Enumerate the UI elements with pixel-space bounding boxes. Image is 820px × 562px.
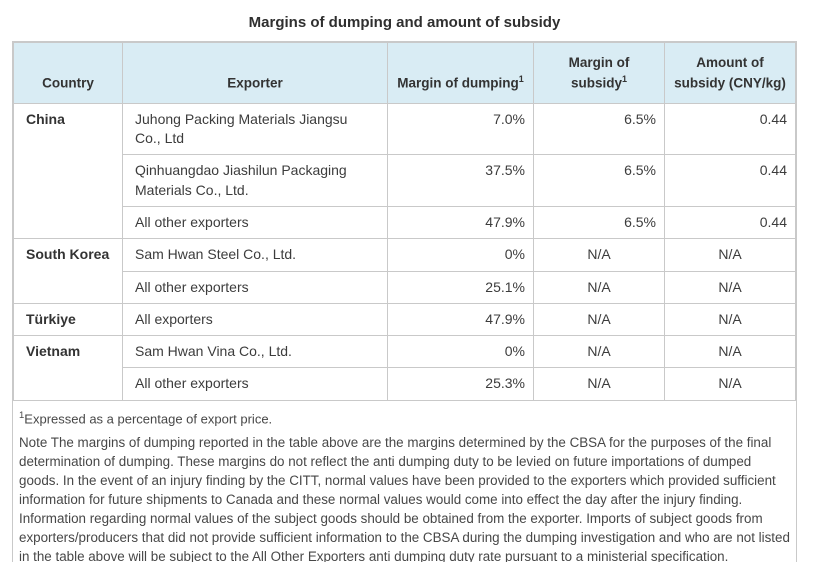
dumping-subsidy-table: Country Exporter Margin of dumping1 Marg… xyxy=(13,42,796,401)
margin-subsidy-cell: N/A xyxy=(533,367,665,401)
table-container: Country Exporter Margin of dumping1 Marg… xyxy=(12,41,797,562)
table-row: All other exporters 25.3% N/A N/A xyxy=(14,367,796,401)
exporter-cell: All other exporters xyxy=(122,205,388,240)
footnote-text: Expressed as a percentage of export pric… xyxy=(24,411,273,427)
amount-subsidy-cell: 0.44 xyxy=(664,205,796,240)
country-cell: Türkiye xyxy=(13,302,123,337)
amount-subsidy-cell: N/A xyxy=(664,367,796,401)
table-row: China Juhong Packing Materials Jiangsu Co… xyxy=(13,102,796,240)
amount-subsidy-cell: N/A xyxy=(664,302,796,337)
column-header-margin-subsidy: Margin of subsidy1 xyxy=(533,42,665,104)
column-header-country: Country xyxy=(13,42,123,104)
table-row: Vietnam Sam Hwan Vina Co., Ltd. 0% N/A N/A xyxy=(13,335,796,401)
exporter-cell: All other exporters xyxy=(122,367,388,401)
margin-dumping-cell: 25.3% xyxy=(387,367,534,401)
amount-subsidy-cell: 0.44 xyxy=(664,154,796,207)
table-row: All other exporters 25.1% N/A N/A xyxy=(14,270,796,304)
margin-dumping-cell: 0% xyxy=(387,238,534,272)
margin-dumping-cell: 37.5% xyxy=(387,154,534,207)
table-title: Margins of dumping and amount of subsidy xyxy=(248,14,561,31)
table-row: South Korea Sam Hwan Steel Co., Ltd. 0% N/A… xyxy=(13,238,796,304)
margin-dumping-cell: 47.9% xyxy=(387,302,534,337)
exporter-cell: All exporters xyxy=(122,302,388,337)
country-cell: China xyxy=(13,102,123,240)
table-row: All other exporters 47.9% 6.5% 0.44 xyxy=(14,205,796,240)
exporter-cell: Sam Hwan Vina Co., Ltd. xyxy=(122,335,388,369)
margin-subsidy-cell: 6.5% xyxy=(533,102,665,156)
amount-subsidy-cell: N/A xyxy=(664,238,796,272)
margin-dumping-cell: 25.1% xyxy=(387,270,534,304)
column-header-exporter: Exporter xyxy=(122,42,388,104)
footnote-marker: 1 xyxy=(19,409,25,421)
exporter-cell: Juhong Packing Materials Jiangsu Co., Lt… xyxy=(122,102,388,156)
amount-subsidy-cell: 0.44 xyxy=(664,102,796,156)
exporter-cell: Qinhuangdao Jiashilun Packaging Material… xyxy=(122,154,388,207)
column-header-amount-subsidy: Amount of subsidy (CNY/kg) xyxy=(664,42,796,104)
country-cell: South Korea xyxy=(13,238,123,304)
exporter-cell: Sam Hwan Steel Co., Ltd. xyxy=(122,238,388,272)
header-row: Country Exporter Margin of dumping1 Marg… xyxy=(13,42,796,104)
margin-subsidy-cell: 6.5% xyxy=(533,154,665,207)
margin-subsidy-cell: N/A xyxy=(533,238,665,272)
margin-subsidy-cell: N/A xyxy=(533,270,665,304)
country-cell: Vietnam xyxy=(13,335,123,401)
margin-subsidy-cell: N/A xyxy=(533,335,665,369)
table-body: China Juhong Packing Materials Jiangsu Co… xyxy=(13,102,796,401)
margin-dumping-cell: 47.9% xyxy=(387,205,534,240)
amount-subsidy-cell: N/A xyxy=(664,270,796,304)
table-row: Türkiye All exporters 47.9% N/A N/A xyxy=(13,302,796,337)
margin-subsidy-cell: N/A xyxy=(533,302,665,337)
exporter-cell: All other exporters xyxy=(122,270,388,304)
column-header-margin-dumping: Margin of dumping1 xyxy=(387,42,534,104)
margin-subsidy-cell: 6.5% xyxy=(533,205,665,240)
note-paragraph: Note The margins of dumping reported in … xyxy=(19,435,790,562)
footnote: 1Expressed as a percentage of export pri… xyxy=(13,401,796,426)
amount-subsidy-cell: N/A xyxy=(664,335,796,369)
table-row: Qinhuangdao Jiashilun Packaging Material… xyxy=(14,154,796,207)
margin-dumping-cell: 0% xyxy=(387,335,534,369)
margin-dumping-cell: 7.0% xyxy=(387,102,534,156)
table-header: Country Exporter Margin of dumping1 Marg… xyxy=(13,42,796,104)
